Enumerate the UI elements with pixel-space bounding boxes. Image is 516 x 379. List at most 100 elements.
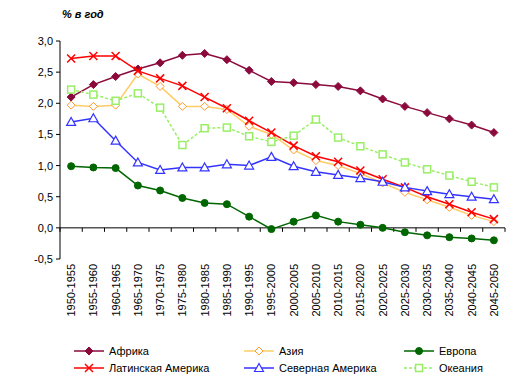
- x-tick-label: 2035-2040: [443, 264, 455, 317]
- x-tick-label: 1950-1955: [65, 264, 77, 317]
- marker: [67, 101, 75, 109]
- series: [67, 49, 498, 136]
- marker: [400, 183, 409, 191]
- x-tick-label: 1980-1985: [199, 264, 211, 317]
- legend-marker: [255, 364, 264, 372]
- x-tick: [304, 228, 305, 232]
- legend-label: Латинская Америка: [109, 362, 210, 374]
- marker: [290, 79, 298, 87]
- y-tick-label: 1,5: [38, 128, 53, 140]
- x-tick-label: 1965-1970: [132, 264, 144, 317]
- marker: [401, 229, 408, 236]
- y-tick: [56, 134, 60, 135]
- x-tick-label: 1990-1995: [243, 264, 255, 317]
- marker: [334, 158, 342, 166]
- x-tick-label: 2025-2030: [399, 264, 411, 317]
- marker: [179, 194, 186, 201]
- marker: [468, 178, 475, 185]
- x-tick: [104, 228, 105, 232]
- legend-label: Северная Америка: [279, 362, 378, 374]
- legend-marker: [416, 348, 423, 355]
- y-tick: [56, 41, 60, 42]
- series-line: [71, 53, 494, 132]
- marker: [67, 54, 75, 62]
- x-tick: [171, 228, 172, 232]
- series: [67, 52, 498, 223]
- x-tick-label: 2020-2025: [377, 264, 389, 317]
- marker: [468, 121, 476, 129]
- y-tick-label: 2,5: [38, 66, 53, 78]
- marker: [490, 237, 497, 244]
- marker: [290, 132, 297, 139]
- marker: [223, 201, 230, 208]
- x-tick-label: 1975-1980: [176, 264, 188, 317]
- marker: [245, 161, 254, 169]
- marker: [312, 116, 319, 123]
- marker: [289, 162, 298, 170]
- legend-label: Африка: [109, 345, 150, 357]
- x-tick: [126, 228, 127, 232]
- series: [67, 114, 499, 203]
- marker: [424, 232, 431, 239]
- series: [68, 86, 498, 191]
- marker: [245, 66, 253, 74]
- marker: [356, 87, 364, 95]
- marker: [267, 152, 276, 160]
- marker: [112, 52, 120, 60]
- y-tick: [56, 103, 60, 104]
- marker: [490, 129, 498, 137]
- marker: [467, 192, 476, 200]
- marker: [401, 102, 409, 110]
- marker: [335, 134, 342, 141]
- x-tick: [482, 228, 483, 232]
- x-tick-label: 1960-1965: [110, 264, 122, 317]
- y-tick-label: 0,0: [38, 222, 53, 234]
- marker: [446, 172, 453, 179]
- marker: [89, 114, 98, 122]
- marker: [356, 174, 365, 182]
- legend-marker: [416, 365, 423, 372]
- x-tick: [282, 228, 283, 232]
- marker: [223, 104, 231, 112]
- marker: [178, 51, 186, 59]
- y-axis-label: % в год: [62, 8, 104, 20]
- x-tick: [193, 228, 194, 232]
- marker: [490, 215, 498, 223]
- x-tick: [349, 228, 350, 232]
- marker: [334, 170, 343, 178]
- marker: [357, 221, 364, 228]
- marker: [200, 163, 209, 171]
- series: [68, 163, 498, 244]
- marker: [267, 77, 275, 85]
- y-axis: [60, 41, 61, 259]
- series: [67, 70, 498, 226]
- marker: [490, 184, 497, 191]
- marker: [378, 177, 387, 185]
- marker: [134, 182, 141, 189]
- legend-marker: [85, 347, 93, 355]
- marker: [312, 81, 320, 89]
- marker: [445, 200, 453, 208]
- marker: [111, 136, 120, 144]
- x-tick-label: 1995-2000: [265, 264, 277, 317]
- chart: % в год-0,50,00,51,01,52,02,53,01950-195…: [0, 0, 516, 379]
- x-tick: [260, 228, 261, 232]
- marker: [112, 97, 119, 104]
- marker: [312, 212, 319, 219]
- marker: [112, 73, 120, 81]
- marker: [157, 104, 164, 111]
- marker: [201, 125, 208, 132]
- marker: [246, 133, 253, 140]
- marker: [90, 91, 97, 98]
- x-tick: [60, 228, 61, 232]
- marker: [468, 208, 476, 216]
- x-tick: [215, 228, 216, 232]
- y-tick: [56, 259, 60, 260]
- marker: [268, 138, 275, 145]
- x-tick: [460, 228, 461, 232]
- marker: [489, 195, 498, 203]
- marker: [246, 213, 253, 220]
- x-tick: [238, 228, 239, 232]
- y-tick-label: -0,5: [34, 253, 53, 265]
- marker: [468, 235, 475, 242]
